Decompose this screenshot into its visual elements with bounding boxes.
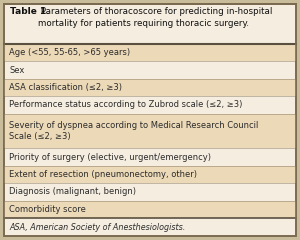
Bar (4, 79, 296, 96)
Text: Performance status according to Zubrod scale (≤2, ≥3): Performance status according to Zubrod s… (9, 100, 242, 109)
Text: Parameters of thoracoscore for predicting in-hospital
mortality for patients req: Parameters of thoracoscore for predictin… (38, 7, 272, 28)
Text: Severity of dyspnea according to Medical Research Council
Scale (≤2, ≥3): Severity of dyspnea according to Medical… (9, 121, 258, 141)
Bar (4, 201, 296, 218)
Text: Age (<55, 55-65, >65 years): Age (<55, 55-65, >65 years) (9, 48, 130, 57)
Text: Extent of resection (pneumonectomy, other): Extent of resection (pneumonectomy, othe… (9, 170, 197, 179)
Bar (4, 114, 296, 148)
Text: Diagnosis (malignant, benign): Diagnosis (malignant, benign) (9, 187, 136, 196)
Text: ASA, American Society of Anesthesiologists.: ASA, American Society of Anesthesiologis… (9, 222, 185, 232)
Bar (4, 44, 296, 61)
Bar (4, 166, 296, 183)
Text: Sex: Sex (9, 66, 24, 75)
Text: Table 1.: Table 1. (10, 7, 50, 16)
Text: Comorbidity score: Comorbidity score (9, 205, 86, 214)
Text: ASA classification (≤2, ≥3): ASA classification (≤2, ≥3) (9, 83, 122, 92)
Text: Priority of surgery (elective, urgent/emergency): Priority of surgery (elective, urgent/em… (9, 153, 211, 162)
